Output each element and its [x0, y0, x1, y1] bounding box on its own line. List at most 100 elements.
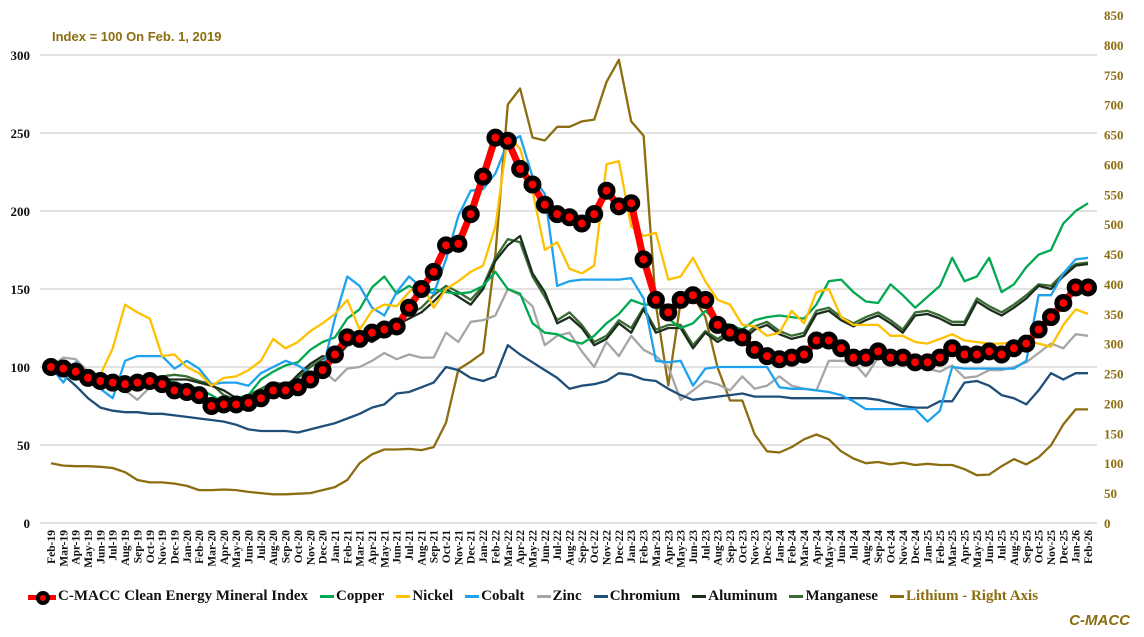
right-y-tick-label: 400 — [1104, 277, 1124, 292]
x-tick-label: Sep-20 — [281, 530, 293, 563]
x-tick-label: Dec-25 — [1058, 530, 1070, 564]
x-tick-label: Nov-24 — [898, 530, 910, 565]
x-tick-label: Oct-23 — [737, 530, 749, 563]
right-y-tick-label: 250 — [1104, 367, 1124, 382]
right-y-tick-label: 0 — [1104, 516, 1111, 531]
legend-label: Copper — [335, 588, 385, 604]
x-tick-label: Feb-20 — [194, 530, 206, 564]
x-tick-label: Jan-20 — [182, 530, 194, 563]
right-y-tick-label: 650 — [1104, 128, 1124, 143]
index-data-point — [474, 167, 493, 186]
x-tick-label: Apr-23 — [663, 530, 675, 565]
index-data-point — [288, 378, 307, 397]
x-tick-label: Nov-21 — [453, 530, 465, 565]
aluminum-line — [50, 234, 1089, 400]
x-tick-label: Jul-23 — [700, 530, 712, 561]
x-tick-label: Sep-24 — [873, 530, 885, 563]
x-tick-label: Oct-21 — [441, 530, 453, 563]
x-tick-label: May-20 — [231, 530, 243, 568]
index-data-point — [819, 331, 838, 350]
legend-label: Manganese — [805, 588, 878, 604]
nickel-line — [50, 134, 1089, 387]
legend-item-aluminum: Aluminum — [692, 588, 777, 605]
x-tick-label: Feb-21 — [342, 530, 354, 564]
legend-item-chromium: Chromium — [593, 588, 680, 605]
x-tick-label: Mar-20 — [206, 530, 218, 567]
x-tick-label: Mar-21 — [355, 530, 367, 567]
x-tick-label: Jul-21 — [404, 530, 416, 561]
index-data-point — [301, 370, 320, 389]
x-tick-label: Feb-25 — [935, 530, 947, 564]
x-tick-label: Sep-25 — [1021, 530, 1033, 563]
legend-label: Cobalt — [481, 588, 525, 604]
index-data-point — [511, 159, 530, 178]
index-markers — [42, 128, 1097, 415]
index-data-point — [930, 348, 949, 367]
index-data-point — [572, 214, 591, 233]
x-tick-label: Nov-19 — [157, 530, 169, 565]
index-data-point — [832, 339, 851, 358]
x-tick-label: Mar-25 — [947, 530, 959, 567]
right-y-tick-label: 200 — [1104, 396, 1124, 411]
x-tick-label: Oct-20 — [293, 530, 305, 563]
legend-item-manganese: Manganese — [789, 588, 878, 605]
manganese-swatch — [789, 595, 804, 598]
index-data-point — [1054, 294, 1073, 313]
x-tick-label: Dec-22 — [614, 530, 626, 564]
legend-label: Lithium - Right Axis — [905, 588, 1039, 604]
x-tick-label: Dec-19 — [169, 530, 181, 564]
index-data-point — [1017, 334, 1036, 353]
x-tick-label: Apr-19 — [71, 530, 83, 565]
x-tick-label: Dec-20 — [318, 530, 330, 564]
x-tick-label: Sep-19 — [132, 530, 144, 563]
x-tick-label: Apr-22 — [515, 530, 527, 565]
right-y-tick-label: 50 — [1104, 486, 1117, 501]
aluminum-swatch — [692, 595, 707, 598]
index-data-point — [597, 181, 616, 200]
right-y-tick-label: 850 — [1104, 8, 1124, 23]
nickel-swatch — [396, 595, 411, 598]
legend-label: Nickel — [412, 588, 454, 604]
x-tick-label: Oct-25 — [1034, 530, 1046, 563]
x-tick-label: Jun-24 — [836, 530, 848, 564]
index-data-point — [646, 290, 665, 309]
x-tick-label: May-19 — [83, 530, 95, 568]
index-data-point — [535, 195, 554, 214]
x-tick-label: Mar-24 — [799, 530, 811, 567]
legend-label: Aluminum — [708, 588, 778, 604]
x-tick-label: Jul-20 — [256, 530, 268, 561]
x-tick-label: May-22 — [527, 530, 539, 568]
x-tick-label: Jul-24 — [848, 530, 860, 561]
legend-item-index: C-MACC Clean Energy Mineral Index — [28, 588, 308, 605]
x-axis: Feb-19 Mar-19 Apr-19 May-19 Jun-19 Jul-19 Aug-… — [46, 530, 1095, 568]
lithium-swatch — [889, 595, 904, 598]
x-tick-label: Oct-22 — [589, 530, 601, 563]
x-tick-label: Feb-22 — [490, 530, 502, 564]
x-tick-label: Apr-20 — [219, 530, 231, 565]
index-data-point — [412, 280, 431, 298]
x-tick-label: Jun-23 — [688, 530, 700, 564]
legend-item-lithium: Lithium - Right Axis — [889, 588, 1039, 605]
index-data-point — [585, 205, 604, 224]
legend: C-MACC Clean Energy Mineral Index Copper… — [28, 588, 1050, 605]
x-tick-label: Apr-21 — [367, 530, 379, 565]
index-data-point — [449, 234, 468, 253]
left-y-tick-label: 100 — [11, 360, 31, 375]
index-data-point — [461, 205, 480, 224]
x-tick-label: Jan-22 — [478, 530, 490, 563]
right-y-tick-label: 500 — [1104, 217, 1124, 232]
x-tick-label: Jul-25 — [997, 530, 1009, 561]
left-y-tick-label: 250 — [11, 126, 31, 141]
left-y-tick-label: 50 — [17, 438, 30, 453]
right-y-tick-label: 300 — [1104, 337, 1124, 352]
x-tick-label: Oct-19 — [145, 530, 157, 563]
x-tick-label: May-21 — [379, 530, 391, 568]
x-tick-label: Aug-19 — [120, 530, 132, 566]
legend-label: Zinc — [552, 588, 582, 604]
right-y-tick-label: 700 — [1104, 98, 1124, 113]
index-data-point — [733, 328, 752, 347]
index-data-point — [387, 317, 406, 336]
index-data-point — [795, 345, 814, 364]
x-tick-label: Sep-21 — [429, 530, 441, 563]
x-tick-label: Nov-22 — [602, 530, 614, 565]
